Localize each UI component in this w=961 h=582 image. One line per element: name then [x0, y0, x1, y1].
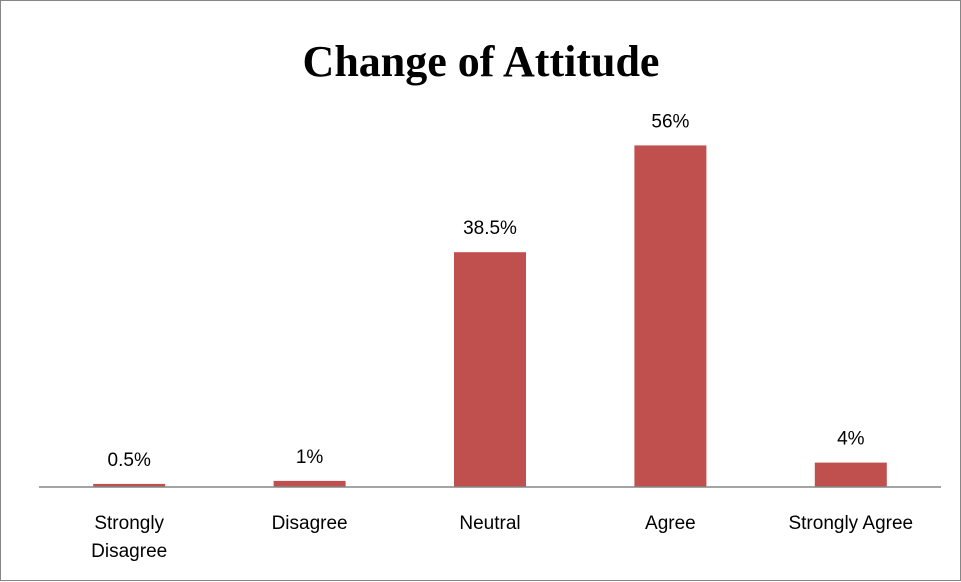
x-tick-label-line: Agree — [645, 513, 696, 534]
bar-2 — [273, 480, 346, 487]
data-label-1: 0.5% — [108, 450, 151, 471]
x-tick-label-line: Strongly Agree — [788, 513, 913, 534]
data-label-5: 4% — [837, 429, 865, 450]
bar-1 — [93, 483, 166, 487]
x-tick-label-line: Neutral — [459, 513, 520, 534]
data-label-4: 56% — [651, 111, 689, 132]
bar-3 — [454, 252, 526, 487]
x-tick-label-line: Disagree — [91, 541, 167, 562]
x-tick-label-4: Agree — [645, 513, 696, 534]
data-labels-layer: 0.5% 1% 38.5% 56% 4% — [108, 111, 865, 471]
chart-title: Change of Attitude — [303, 37, 660, 86]
bar-5 — [814, 462, 887, 487]
x-tick-label-line: Strongly — [94, 513, 164, 534]
x-tick-label-1: Strongly Disagree — [91, 513, 167, 562]
x-tick-labels-layer: Strongly Disagree Disagree Neutral Agree Stro… — [91, 513, 913, 562]
x-tick-label-5: Strongly Agree — [788, 513, 913, 534]
x-tick-label-2: Disagree — [272, 513, 348, 534]
data-label-3: 38.5% — [463, 218, 517, 239]
data-label-2: 1% — [296, 447, 324, 468]
x-tick-label-line: Disagree — [272, 513, 348, 534]
bar-4 — [634, 145, 707, 487]
x-tick-label-3: Neutral — [459, 513, 520, 534]
bars-layer — [93, 145, 887, 487]
